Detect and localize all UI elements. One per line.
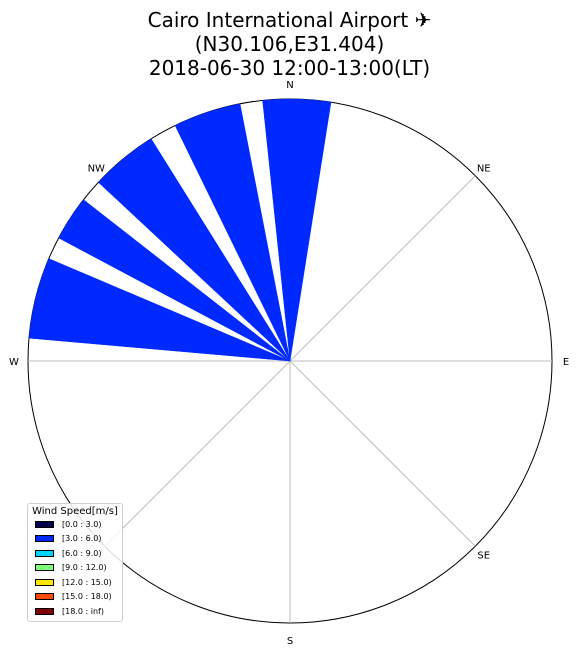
legend-item: [6.0 : 9.0) [28, 546, 122, 561]
petal-0-4 [28, 258, 291, 362]
direction-label-nw: NW [88, 163, 105, 174]
direction-label-w: W [9, 357, 19, 368]
petal-0-3 [58, 199, 291, 362]
legend-item: [9.0 : 12.0) [28, 561, 122, 576]
legend-item: [12.0 : 15.0) [28, 575, 122, 590]
legend-label: [15.0 : 18.0) [62, 592, 112, 602]
legend-label: [6.0 : 9.0) [62, 548, 102, 558]
petal-0-1 [174, 103, 291, 362]
legend-swatch [35, 593, 54, 601]
direction-label-se: SE [477, 551, 490, 562]
legend-swatch [35, 535, 54, 543]
legend-item: [0.0 : 3.0) [28, 517, 122, 532]
chart-title: Cairo International Airport ✈ [147, 8, 432, 32]
direction-label-n: N [286, 80, 293, 91]
legend-label: [0.0 : 3.0) [62, 519, 102, 529]
legend: Wind Speed[m/s] [0.0 : 3.0) [3.0 : 6.0) [6… [27, 503, 123, 622]
legend-label: [9.0 : 12.0) [62, 563, 107, 573]
petal-0-0 [262, 98, 332, 362]
legend-swatch [35, 549, 54, 557]
gridline-ne [289, 175, 476, 362]
legend-title: Wind Speed[m/s] [32, 506, 118, 517]
legend-item: [18.0 : inf) [28, 604, 122, 619]
legend-swatch [35, 607, 54, 615]
legend-item: [15.0 : 18.0) [28, 590, 122, 605]
gridline-se [289, 360, 476, 547]
direction-label-ne: NE [477, 163, 491, 174]
legend-swatch [35, 520, 54, 528]
legend-swatch [35, 564, 54, 572]
legend-label: [12.0 : 15.0) [62, 577, 112, 587]
legend-item: [3.0 : 6.0) [28, 532, 122, 547]
petal-0-2 [98, 138, 291, 362]
gridline-sw [104, 360, 291, 547]
direction-label-e: E [563, 357, 569, 368]
legend-swatch [35, 578, 54, 586]
legend-label: [18.0 : inf) [62, 606, 104, 616]
direction-label-s: S [287, 636, 293, 647]
legend-label: [3.0 : 6.0) [62, 534, 102, 544]
chart-subtitle-time: 2018-06-30 12:00-13:00(LT) [148, 56, 431, 80]
chart-subtitle-coordinates: (N30.106,E31.404) [194, 32, 385, 56]
